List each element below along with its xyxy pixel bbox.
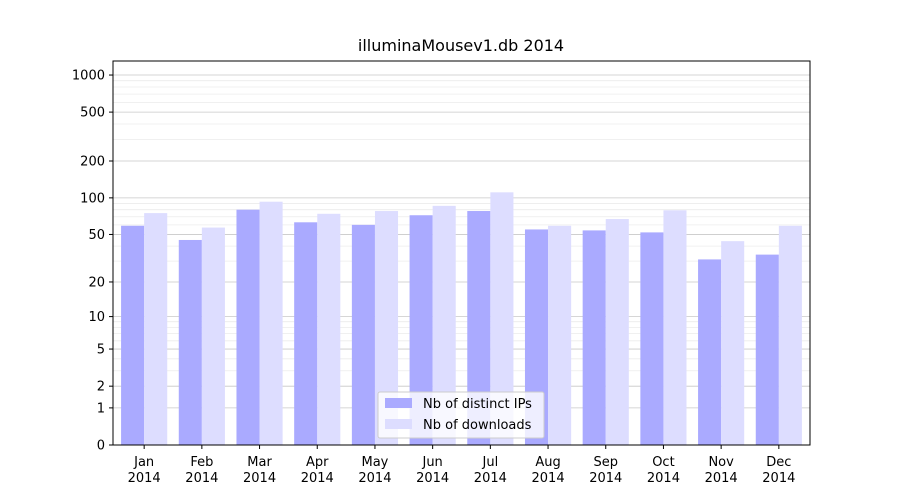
bar-distinct-ips <box>524 229 549 445</box>
y-tick-label: 100 <box>80 191 105 206</box>
legend-swatch-distinct-ips <box>385 398 412 408</box>
bar-downloads <box>201 227 225 445</box>
x-tick-label: Jun 2014 <box>416 455 449 486</box>
bar-distinct-ips <box>236 209 260 445</box>
y-tick-label: 1000 <box>72 69 105 84</box>
plot-frame <box>112 60 811 446</box>
y-tick-label: 1 <box>97 401 105 416</box>
bar-distinct-ips <box>351 224 375 445</box>
legend-label-distinct-ips: Nb of distinct IPs <box>423 397 532 412</box>
bar-distinct-ips <box>640 232 664 445</box>
legend: Nb of distinct IPs Nb of downloads <box>377 391 545 439</box>
bar-distinct-ips <box>294 222 318 445</box>
bar-downloads <box>663 210 687 445</box>
x-tick-label: Apr 2014 <box>301 455 334 486</box>
bar-downloads <box>490 192 514 445</box>
bar-distinct-ips <box>178 239 202 445</box>
x-tick-label: Nov 2014 <box>705 455 738 486</box>
bar-downloads <box>548 225 572 445</box>
y-tick-label: 200 <box>80 155 105 170</box>
chart-title: illuminaMousev1.db 2014 <box>358 36 564 55</box>
bar-distinct-ips <box>755 254 779 445</box>
bar-distinct-ips <box>121 225 145 445</box>
bar-distinct-ips <box>582 230 606 445</box>
y-tick-label: 0 <box>97 439 105 454</box>
bar-downloads <box>605 219 629 445</box>
bar-distinct-ips <box>409 215 433 445</box>
x-tick-label: Aug 2014 <box>532 455 565 486</box>
x-axis: Jan 2014 Feb 2014 Mar 2014 Apr 2014 May 2014 Jun 20… <box>128 445 795 486</box>
legend-label-downloads: Nb of downloads <box>423 418 532 433</box>
x-tick-label: Mar 2014 <box>243 455 276 486</box>
x-tick-label: Feb 2014 <box>185 455 218 486</box>
bar-downloads <box>778 225 802 445</box>
y-tick-label: 2 <box>97 380 105 395</box>
y-tick-label: 500 <box>80 106 105 121</box>
y-axis: 0 1 2 5 10 20 50 100 200 500 1000 <box>72 69 113 454</box>
y-tick-label: 50 <box>88 228 105 243</box>
x-tick-label: Sep 2014 <box>589 455 622 486</box>
x-tick-label: May 2014 <box>358 455 391 486</box>
y-tick-label: 5 <box>97 343 105 358</box>
bar-downloads <box>259 201 283 445</box>
x-tick-label: Jan 2014 <box>128 455 161 486</box>
bar-downloads <box>721 241 745 445</box>
x-tick-label: Oct 2014 <box>647 455 680 486</box>
legend-swatch-downloads <box>385 419 412 429</box>
bar-distinct-ips <box>698 259 722 445</box>
x-tick-label: Dec 2014 <box>762 455 795 486</box>
gridlines <box>113 74 810 409</box>
bar-downloads <box>144 213 168 445</box>
x-tick-label: Jul 2014 <box>474 455 507 486</box>
y-tick-label: 10 <box>88 310 105 325</box>
y-tick-label: 20 <box>88 275 105 290</box>
bar-downloads <box>317 213 341 445</box>
bar-downloads <box>374 211 399 445</box>
legend-box <box>377 391 545 439</box>
bars <box>121 192 802 445</box>
bar-distinct-ips <box>467 211 491 445</box>
bar-downloads <box>432 205 456 445</box>
